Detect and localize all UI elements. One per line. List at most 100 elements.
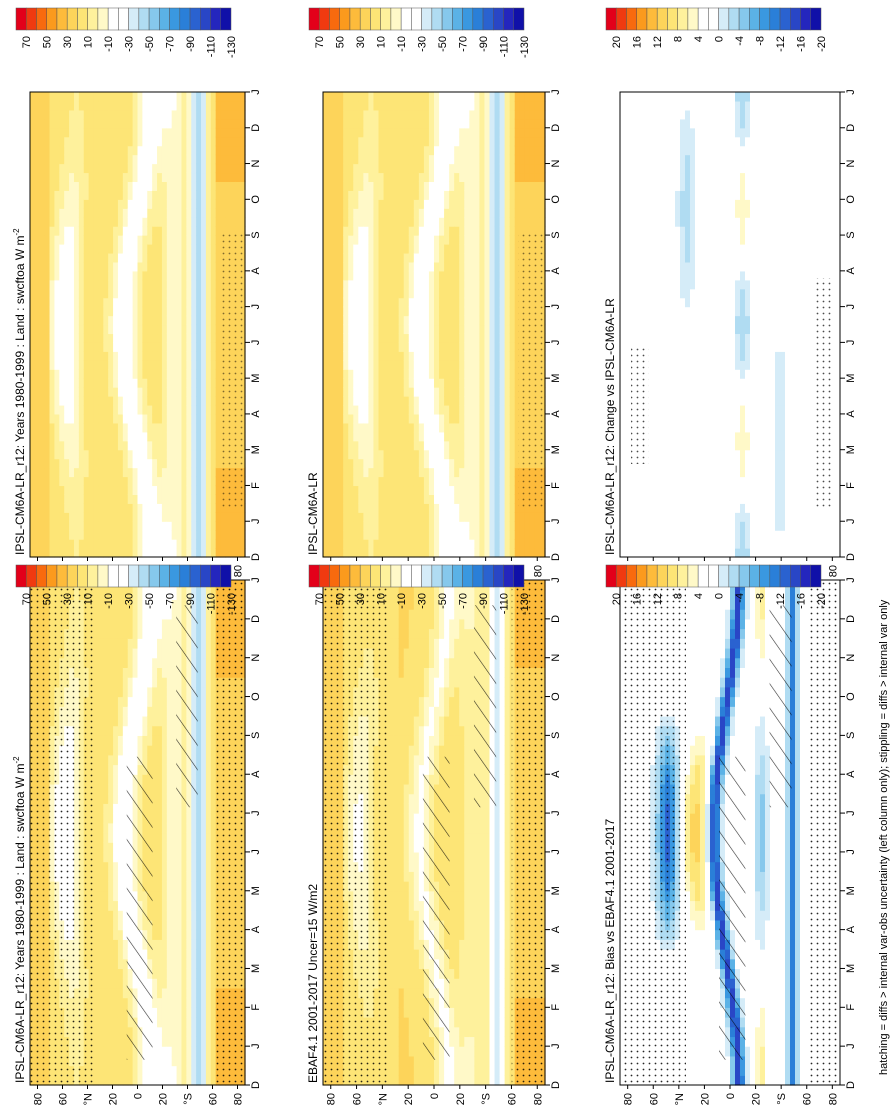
heatmap-cell	[464, 745, 470, 756]
heatmap-cell	[408, 842, 415, 853]
heatmap-cell	[157, 1075, 163, 1086]
heatmap-cell	[499, 958, 506, 970]
heatmap-cell	[408, 609, 415, 620]
heatmap-cell	[408, 1055, 415, 1067]
heatmap-cell	[489, 589, 496, 601]
heatmap-cell	[103, 881, 109, 892]
heatmap-cell	[418, 686, 425, 698]
heatmap-cell	[459, 1055, 465, 1067]
heatmap-cell	[186, 987, 192, 999]
heatmap-cell	[161, 958, 168, 970]
heatmap-cell	[117, 638, 124, 649]
heatmap-cell	[98, 677, 104, 688]
heatmap-cell	[186, 968, 192, 979]
heatmap-cell	[157, 1065, 163, 1076]
heatmap-cell	[147, 599, 153, 610]
heatmap-cell	[393, 667, 400, 678]
heatmap-cell	[444, 667, 450, 678]
heatmap-cell	[161, 1065, 168, 1076]
heatmap-cell	[464, 832, 470, 843]
heatmap-cell	[499, 890, 506, 902]
heatmap-cell	[484, 958, 491, 970]
heatmap-cell	[166, 919, 173, 931]
heatmap-cell	[398, 764, 405, 775]
heatmap-cell	[408, 706, 415, 717]
heatmap-cell	[186, 842, 192, 853]
heatmap-cell	[108, 599, 114, 610]
month-tick-label: M	[550, 886, 562, 895]
heatmap-cell	[191, 958, 197, 970]
heatmap-cell	[408, 764, 415, 775]
heatmap-cell	[499, 715, 506, 727]
heatmap-cell	[196, 706, 202, 717]
heatmap-cell	[103, 987, 109, 999]
heatmap-cell	[464, 638, 470, 649]
heatmap-cell	[398, 1007, 405, 1018]
month-tick-label: J	[550, 1043, 562, 1049]
heatmap-cell	[449, 1017, 455, 1028]
heatmap-cell	[469, 919, 475, 931]
heatmap-cell	[98, 589, 104, 601]
heatmap-cell	[408, 774, 415, 785]
month-tick-label: A	[550, 770, 562, 778]
heatmap-cell	[196, 881, 202, 892]
heatmap-cell	[499, 910, 506, 921]
heatmap-cell	[157, 677, 163, 688]
heatmap-cell	[127, 1065, 134, 1076]
heatmap-cell	[161, 599, 168, 610]
heatmap-cell	[398, 958, 405, 970]
heatmap-cell	[113, 696, 119, 707]
heatmap-cell	[103, 939, 109, 950]
heatmap-cell	[108, 910, 114, 921]
heatmap-cell	[147, 628, 153, 639]
heatmap-cell	[454, 638, 460, 649]
heatmap-cell	[186, 900, 192, 911]
heatmap-cell	[454, 997, 460, 1008]
heatmap-cell	[171, 1055, 178, 1067]
heatmap-cell	[499, 754, 506, 766]
heatmap-cell	[434, 647, 440, 659]
heatmap-cell	[161, 1026, 168, 1038]
heatmap-cell	[147, 609, 153, 620]
heatmap-cell	[166, 1065, 173, 1076]
heatmap-cell	[157, 813, 163, 824]
heatmap-cell	[191, 871, 197, 882]
heatmap-cell	[469, 997, 475, 1008]
heatmap-cell	[176, 832, 183, 843]
heatmap-cell	[171, 1017, 178, 1028]
heatmap-cell	[408, 754, 415, 766]
heatmap-cell	[176, 1036, 183, 1047]
heatmap-cell	[449, 813, 455, 824]
heatmap-cell	[413, 958, 420, 970]
lat-tick-label: 60	[58, 1093, 70, 1105]
heatmap-cell	[469, 929, 475, 940]
heatmap-cell	[161, 783, 168, 795]
heatmap-cell	[98, 851, 104, 863]
heatmap-cell	[449, 735, 455, 746]
heatmap-cell	[464, 715, 470, 727]
heatmap-cell	[408, 978, 415, 989]
heatmap-cell	[454, 803, 460, 814]
heatmap-cell	[403, 715, 410, 727]
heatmap-cell	[196, 987, 202, 999]
heatmap-cell	[499, 657, 506, 668]
heatmap-cell	[403, 1075, 410, 1086]
heatmap-cell	[166, 706, 173, 717]
heatmap-cell	[464, 1075, 470, 1086]
heatmap-cell	[464, 764, 470, 775]
heatmap-cell	[93, 706, 100, 717]
heatmap-cell	[454, 861, 460, 872]
heatmap-cell	[454, 1075, 460, 1086]
heatmap-cell	[494, 890, 501, 902]
heatmap-cell	[504, 1075, 511, 1086]
heatmap-cell	[489, 997, 496, 1008]
heatmap-cell	[504, 958, 511, 970]
heatmap-cell	[176, 919, 183, 931]
heatmap-cell	[205, 774, 212, 785]
heatmap-cell	[117, 725, 124, 736]
heatmap-cell	[398, 987, 405, 999]
heatmap-cell	[464, 706, 470, 717]
heatmap-cell	[454, 1046, 460, 1057]
heatmap-cell	[408, 997, 415, 1008]
